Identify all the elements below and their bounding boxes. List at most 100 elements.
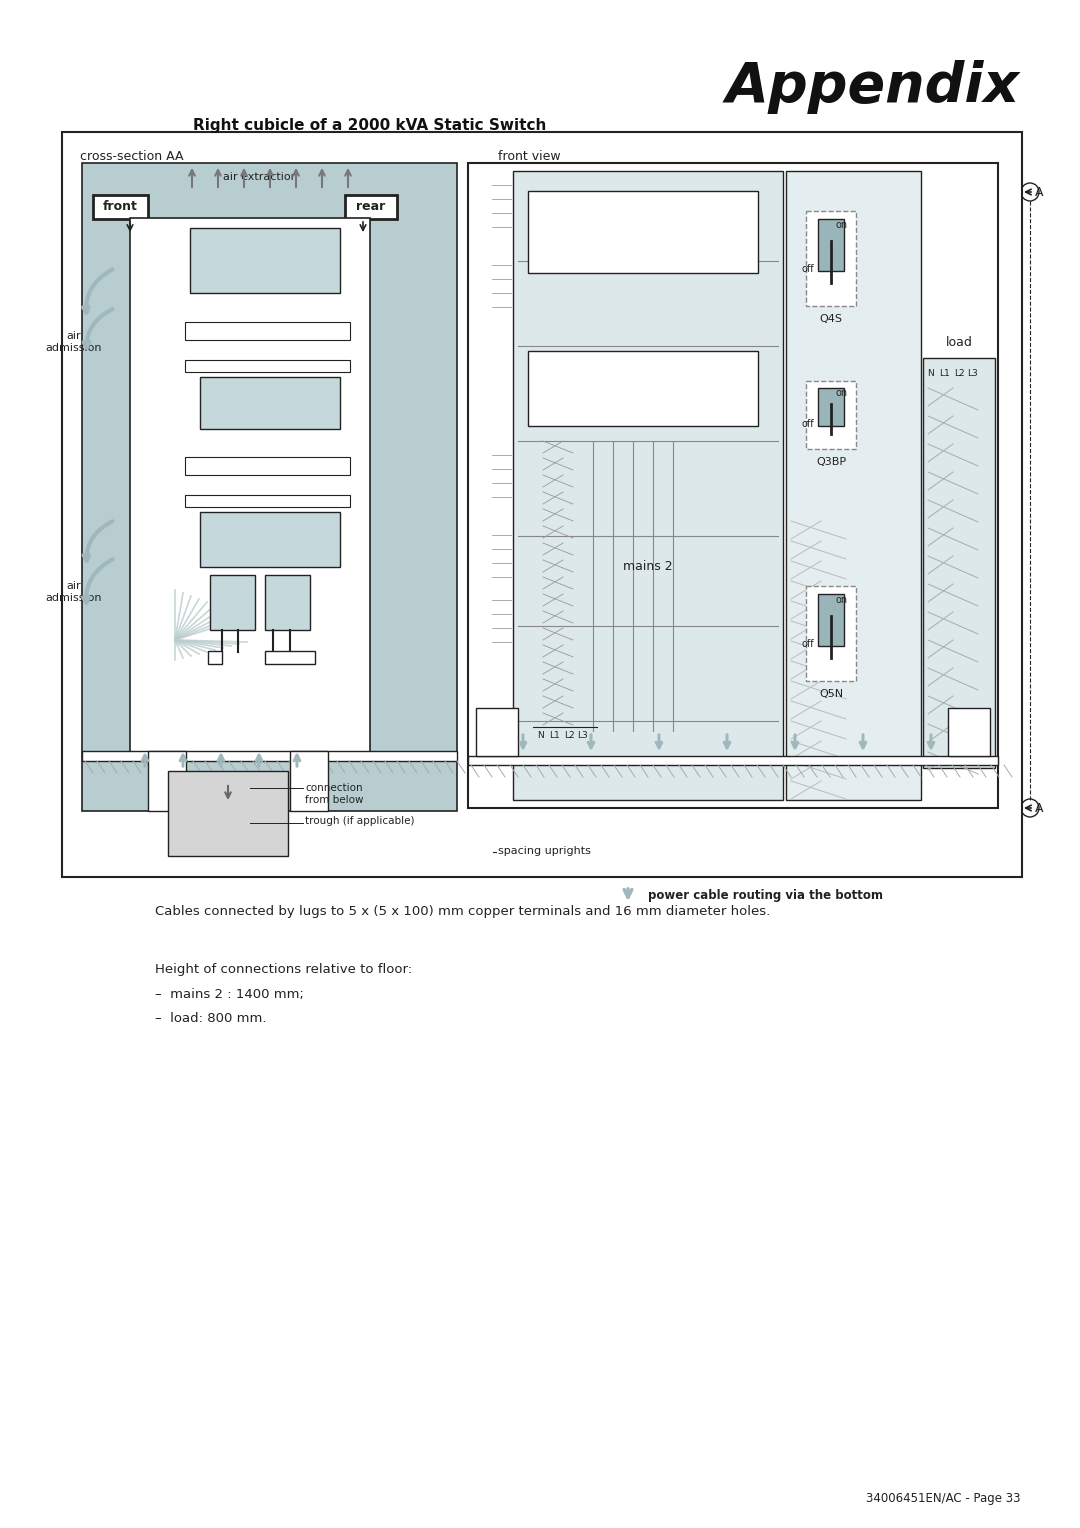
Bar xyxy=(130,219,370,758)
Circle shape xyxy=(481,208,491,219)
Circle shape xyxy=(481,222,491,232)
Circle shape xyxy=(176,808,200,833)
Circle shape xyxy=(807,640,815,648)
Circle shape xyxy=(276,347,286,358)
Circle shape xyxy=(207,442,219,452)
Text: N: N xyxy=(538,730,544,740)
Circle shape xyxy=(481,594,491,605)
Circle shape xyxy=(224,306,237,318)
Circle shape xyxy=(481,610,491,619)
Circle shape xyxy=(481,260,491,270)
Circle shape xyxy=(191,347,201,358)
Bar xyxy=(513,171,783,801)
Text: L3: L3 xyxy=(578,730,589,740)
Bar xyxy=(948,707,990,756)
Circle shape xyxy=(481,303,491,312)
Bar xyxy=(62,131,1022,877)
Circle shape xyxy=(259,481,269,492)
Text: Height of connections relative to floor:: Height of connections relative to floor: xyxy=(156,963,413,976)
Text: 34006451EN/AC - Page 33: 34006451EN/AC - Page 33 xyxy=(865,1491,1020,1505)
Circle shape xyxy=(481,478,491,487)
Circle shape xyxy=(292,306,303,318)
Bar xyxy=(190,228,340,293)
Text: Cables connected by lugs to 5 x (5 x 100) mm copper terminals and 16 mm diameter: Cables connected by lugs to 5 x (5 x 100… xyxy=(156,905,770,918)
Text: rear: rear xyxy=(356,200,386,214)
Circle shape xyxy=(481,180,491,189)
Circle shape xyxy=(481,530,491,539)
Circle shape xyxy=(481,571,491,582)
Text: L2: L2 xyxy=(564,730,575,740)
Circle shape xyxy=(207,306,219,318)
Bar xyxy=(476,707,518,756)
Text: L1: L1 xyxy=(940,368,950,377)
Bar xyxy=(265,651,315,665)
Bar xyxy=(82,163,457,811)
Circle shape xyxy=(208,347,218,358)
Circle shape xyxy=(481,544,491,555)
Bar xyxy=(528,191,758,274)
Bar xyxy=(200,377,340,429)
Circle shape xyxy=(231,808,255,833)
Text: A: A xyxy=(1035,185,1043,199)
Bar xyxy=(93,196,148,219)
Text: on: on xyxy=(836,220,848,231)
Circle shape xyxy=(191,481,201,492)
Circle shape xyxy=(275,306,287,318)
Circle shape xyxy=(208,481,218,492)
Circle shape xyxy=(807,264,815,274)
Bar xyxy=(265,575,310,630)
Circle shape xyxy=(481,451,491,460)
Bar xyxy=(806,587,856,681)
Text: Q4S: Q4S xyxy=(820,313,842,324)
Text: air
admission: air admission xyxy=(45,332,103,353)
Text: on: on xyxy=(836,388,848,397)
Circle shape xyxy=(481,274,491,284)
Text: Q5N: Q5N xyxy=(819,689,843,698)
Circle shape xyxy=(203,807,227,831)
Circle shape xyxy=(807,420,815,428)
Circle shape xyxy=(292,442,303,452)
Text: off: off xyxy=(801,639,814,649)
Text: power cable routing via the bottom: power cable routing via the bottom xyxy=(648,888,883,902)
Text: mains 2: mains 2 xyxy=(623,559,673,573)
Bar xyxy=(185,322,350,341)
Text: L1: L1 xyxy=(550,730,561,740)
Text: Q3BP: Q3BP xyxy=(815,457,846,468)
Bar xyxy=(818,594,843,646)
Bar xyxy=(806,380,856,449)
Text: front: front xyxy=(103,200,137,214)
Bar xyxy=(818,219,843,270)
Text: off: off xyxy=(801,264,814,274)
Bar xyxy=(468,163,998,808)
Circle shape xyxy=(481,465,491,474)
Text: air
admission: air admission xyxy=(45,581,103,604)
Bar xyxy=(168,772,288,856)
Text: spacing uprights: spacing uprights xyxy=(498,847,591,856)
Circle shape xyxy=(225,481,235,492)
Circle shape xyxy=(224,442,237,452)
Bar xyxy=(200,512,340,567)
Bar xyxy=(148,750,186,811)
Circle shape xyxy=(293,481,303,492)
Circle shape xyxy=(309,442,321,452)
Circle shape xyxy=(481,637,491,646)
Text: Appendix: Appendix xyxy=(726,60,1020,115)
Bar xyxy=(208,651,222,665)
Bar xyxy=(468,756,998,766)
Circle shape xyxy=(190,306,202,318)
Circle shape xyxy=(275,442,287,452)
Text: on: on xyxy=(836,594,848,605)
Bar xyxy=(818,388,843,426)
Circle shape xyxy=(276,481,286,492)
Circle shape xyxy=(258,306,270,318)
Circle shape xyxy=(242,347,252,358)
Text: L3: L3 xyxy=(968,368,978,377)
Bar xyxy=(528,351,758,426)
Bar xyxy=(185,361,350,371)
Circle shape xyxy=(241,442,253,452)
Circle shape xyxy=(309,306,321,318)
Text: cross-section AA: cross-section AA xyxy=(80,150,184,163)
Text: trough (if applicable): trough (if applicable) xyxy=(305,816,415,827)
Bar xyxy=(210,575,255,630)
Bar xyxy=(345,196,397,219)
